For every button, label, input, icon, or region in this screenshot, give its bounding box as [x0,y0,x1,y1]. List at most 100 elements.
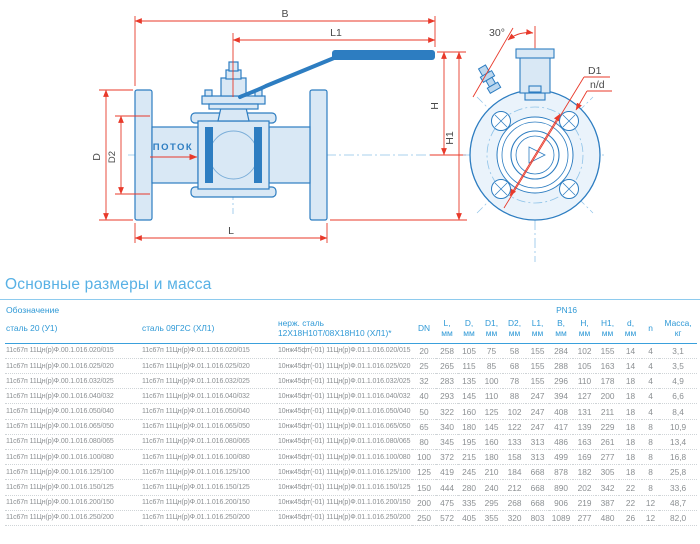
designation-steel09g2s-cell: 11с67п 11Цн(р)Ф.01.1.016.040/032 [141,388,277,405]
h1-cell: 261 [596,434,620,451]
d2-cell: 268 [503,495,527,511]
h1-cell: 155 [596,343,620,359]
col-header-steel09g2s: сталь 09Г2С (ХЛ1) [141,316,277,344]
dn-cell: 100 [412,449,437,466]
table-row: 11с67п 11Цн(р)Ф.00.1.016.080/065 11с67п 1… [5,434,698,451]
dim-label-angle: 30° [489,27,505,39]
designation-stainless-cell: 10нж45фт(-01) 11Цн(р)Ф.01.1.016.040/032 [277,388,413,405]
d-hole-cell: 18 [619,419,643,435]
dim-name: B, [557,317,565,328]
d-cell: 405 [458,510,481,526]
d2-cell: 320 [503,510,527,526]
d1-cell: 75 [480,343,504,359]
end-view-drawing: 30° D1 n/d [463,26,612,262]
dim-name: D1, [485,317,499,328]
table-row: 11с67п 11Цн(р)Ф.00.1.016.032/025 11с67п 1… [5,373,698,390]
h1-cell: 342 [596,479,620,496]
h-cell: 131 [573,403,597,420]
h-cell: 105 [573,358,597,375]
dim-label-h: H [429,102,441,110]
mass-cell: 16,8 [659,449,698,466]
h1-cell: 163 [596,358,620,375]
dn-spacer [412,301,436,317]
col-header-dn: DN [412,316,437,344]
b-cell: 890 [549,479,574,496]
h-cell: 102 [573,343,597,359]
table-row: 11с67п 11Цн(р)Ф.00.1.016.040/032 11с67п 1… [5,388,698,405]
designation-steel20-cell: 11с67п 11Цн(р)Ф.00.1.016.032/025 [5,373,141,390]
d-hole-cell: 18 [619,373,643,390]
designation-steel20-cell: 11с67п 11Цн(р)Ф.00.1.016.250/200 [5,510,141,526]
table-row: 11с67п 11Цн(р)Ф.00.1.016.200/150 11с67п 1… [5,495,698,511]
table-row: 11с67п 11Цн(р)Ф.00.1.016.020/015 11с67п 1… [5,343,698,359]
dim-label-h1: H1 [444,131,456,145]
table-row: 11с67п 11Цн(р)Ф.00.1.016.065/050 11с67п 1… [5,419,698,435]
dn-cell: 25 [412,358,437,375]
designation-stainless-cell: 10нж45фт(-01) 11Цн(р)Ф.01.1.016.250/200 [277,510,413,526]
d-cell: 105 [458,343,481,359]
valve-body [134,61,328,221]
l1-cell: 247 [526,419,550,435]
table-body: 11с67п 11Цн(р)Ф.00.1.016.020/015 11с67п 1… [5,343,698,526]
h-cell: 169 [573,449,597,466]
h1-cell: 277 [596,449,620,466]
side-view-drawing: ПОТОК [91,8,467,243]
dim-label-l: L [228,225,234,237]
d2-cell: 102 [503,403,527,420]
mass-cell: 33,6 [659,479,698,496]
d1-cell: 125 [480,403,504,420]
dim-label-b: B [281,8,288,20]
d2-cell: 58 [503,343,527,359]
dn-cell: 20 [412,343,437,359]
designation-steel20-cell: 11с67п 11Цн(р)Ф.00.1.016.200/150 [5,495,141,511]
mass-cell: 25,8 [659,464,698,481]
n-cell: 8 [642,479,660,496]
n-cell: 4 [642,358,660,375]
l1-cell: 247 [526,388,550,405]
l-cell: 293 [436,388,459,405]
designation-steel09g2s-cell: 11с67п 11Цн(р)Ф.01.1.016.080/065 [141,434,277,451]
designation-steel09g2s-cell: 11с67п 11Цн(р)Ф.01.1.016.032/025 [141,373,277,390]
d1-cell: 180 [480,449,504,466]
h1-cell: 229 [596,419,620,435]
dn-cell: 65 [412,419,437,435]
mass-cell: 6,6 [659,388,698,405]
d1-cell: 355 [480,510,504,526]
mass-cell: 8,4 [659,403,698,420]
l-cell: 258 [436,343,459,359]
d-hole-cell: 18 [619,403,643,420]
d1-cell: 160 [480,434,504,451]
d2-cell: 78 [503,373,527,390]
handle-grip [332,50,435,60]
d2-cell: 212 [503,479,527,496]
dn-cell: 40 [412,388,437,405]
bolt-circle [486,106,584,204]
designation-stainless-cell: 10нж45фт(-01) 11Цн(р)Ф.01.1.016.025/020 [277,358,413,375]
designation-steel20-cell: 11с67п 11Цн(р)Ф.00.1.016.065/050 [5,419,141,435]
d-cell: 135 [458,373,481,390]
h1-cell: 178 [596,373,620,390]
dim-unit: мм [463,328,475,339]
mass-cell: 3,1 [659,343,698,359]
col-header-h1: H1, мм [596,316,620,344]
l1-cell: 155 [526,343,550,359]
mass-cell: 82,0 [659,510,698,526]
designation-stainless-cell: 10нж45фт(-01) 11Цн(р)Ф.01.1.016.200/150 [277,495,413,511]
col-header-steel20: сталь 20 (У1) [5,316,141,344]
n-cell: 4 [642,373,660,390]
col-header-d2: D2, мм [503,316,527,344]
designation-steel20-cell: 11с67п 11Цн(р)Ф.00.1.016.125/100 [5,464,141,481]
designation-steel09g2s-cell: 11с67п 11Цн(р)Ф.01.1.016.125/100 [141,464,277,481]
title-rule [0,299,700,300]
d-cell: 335 [458,495,481,511]
pn16-group-header: PN16 [556,305,578,316]
mass-cell: 4,9 [659,373,698,390]
mass-cell: 3,5 [659,358,698,375]
dn-cell: 32 [412,373,437,390]
l1-cell: 668 [526,479,550,496]
dim-unit: мм [441,328,453,339]
dim-name: n [648,322,653,333]
ball-port-circle [515,135,555,175]
mass-cell: 13,4 [659,434,698,451]
